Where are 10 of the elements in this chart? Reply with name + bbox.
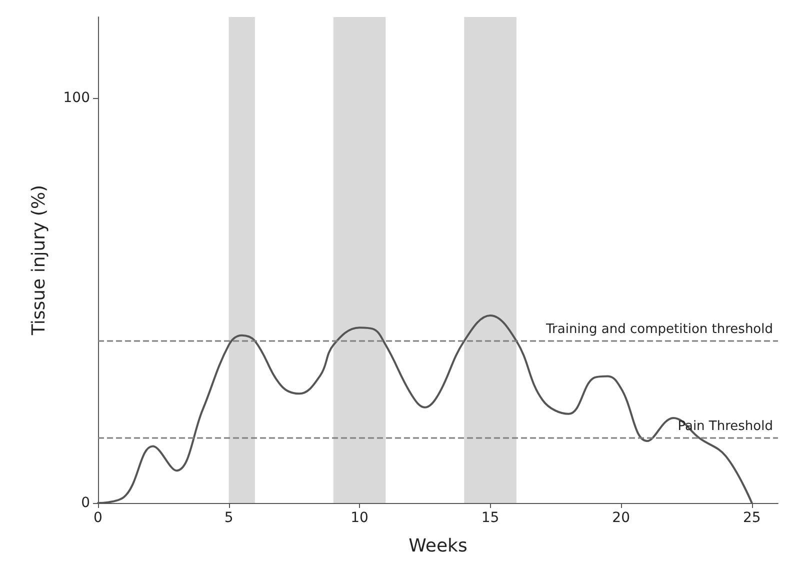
x-tick-label: 10 [350,510,368,526]
x-tick-label: 5 [224,510,234,526]
ref-line-label: Training and competition threshold [545,322,773,337]
x-tick-label: 15 [481,510,500,526]
y-tick-label: 100 [63,90,90,106]
x-tick-label: 0 [94,510,102,526]
x-axis-title: Weeks [408,536,468,556]
x-tick-label: 20 [612,510,630,526]
x-tick-label: 25 [742,510,761,526]
y-axis-title: Tissue injury (%) [28,184,50,336]
